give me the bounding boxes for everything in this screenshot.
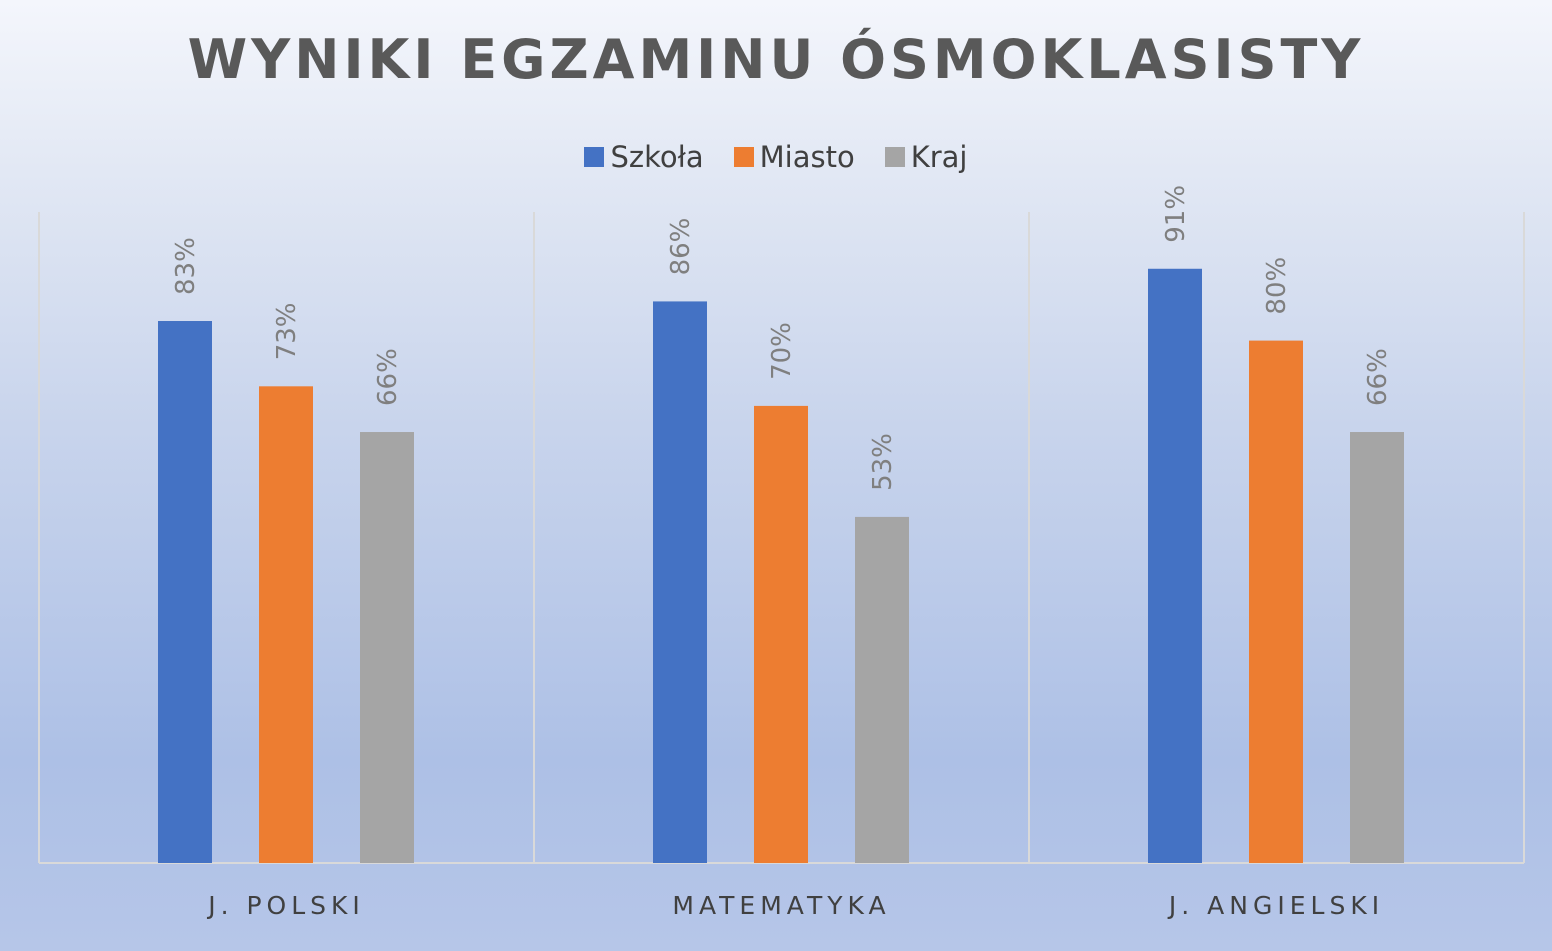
- data-label: 91%: [1161, 185, 1191, 243]
- legend-swatch: [584, 147, 605, 167]
- data-label: 66%: [373, 348, 403, 406]
- chart-title: WYNIKI EGZAMINU ÓSMOKLASISTY: [187, 28, 1365, 91]
- bar: [653, 301, 707, 863]
- data-label: 83%: [171, 237, 201, 295]
- data-label: 66%: [1363, 348, 1393, 406]
- legend: Szkoła Miasto Kraj: [0, 140, 1552, 174]
- legend-swatch: [733, 147, 754, 167]
- data-label: 80%: [1262, 257, 1292, 315]
- bar: [754, 405, 808, 863]
- category-label: MATEMATYKA: [672, 891, 890, 920]
- legend-item-0: Szkoła: [584, 140, 704, 174]
- bar: [259, 386, 313, 863]
- bar: [1350, 432, 1404, 863]
- category-label: J. POLSKI: [206, 891, 365, 920]
- legend-label: Kraj: [910, 140, 968, 174]
- bar: [1148, 268, 1202, 863]
- bar: [360, 432, 414, 863]
- bar: [158, 321, 212, 863]
- data-label: 73%: [272, 303, 302, 361]
- data-label: 53%: [868, 433, 898, 491]
- legend-swatch: [884, 147, 905, 167]
- legend-item-1: Miasto: [733, 140, 855, 174]
- legend-item-2: Kraj: [884, 140, 968, 174]
- legend-label: Szkoła: [610, 140, 704, 174]
- legend-label: Miasto: [759, 140, 855, 174]
- bar: [855, 516, 909, 863]
- data-label: 70%: [767, 322, 797, 380]
- bar: [1249, 340, 1303, 864]
- data-label: 86%: [666, 218, 696, 276]
- category-label: J. ANGIELSKI: [1167, 891, 1384, 920]
